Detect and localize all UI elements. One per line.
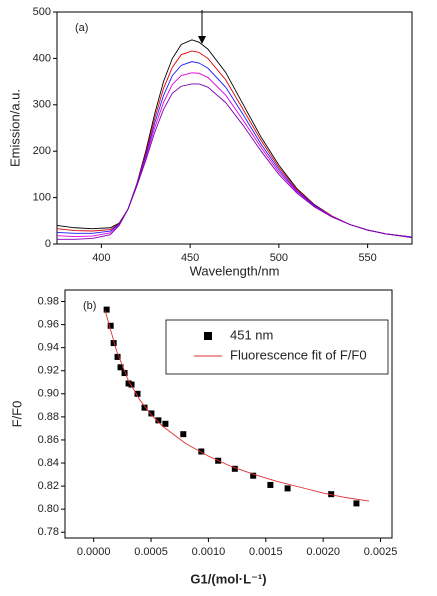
y-tick-label: 0.98 (38, 295, 59, 307)
data-point (162, 420, 169, 427)
panel-label: (a) (75, 22, 88, 34)
data-point (267, 481, 274, 488)
x-tick-label: 0.0000 (77, 546, 111, 558)
x-tick-label: 0.0015 (249, 546, 283, 558)
arrow-head (198, 36, 206, 44)
y-tick-label: 0.94 (38, 342, 59, 354)
data-point (231, 465, 238, 472)
plot-frame (64, 289, 393, 539)
y-tick-label: 0.82 (38, 480, 59, 492)
x-tick-label: 0.0025 (364, 546, 398, 558)
data-point (134, 390, 141, 397)
data-point (141, 404, 148, 411)
data-point (110, 340, 117, 347)
series-line (56, 72, 413, 238)
y-tick-label: 300 (33, 99, 51, 111)
y-tick-label: 0 (45, 238, 51, 250)
x-tick-label: 400 (92, 252, 110, 264)
data-point (107, 322, 114, 329)
y-axis-title: Emission/a.u. (7, 89, 22, 167)
data-point (103, 306, 110, 313)
data-point (114, 353, 121, 360)
y-tick-label: 100 (33, 192, 51, 204)
x-tick-label: 0.0010 (192, 546, 226, 558)
data-point (148, 410, 155, 417)
data-point (117, 364, 124, 371)
y-tick-label: 0.84 (38, 457, 59, 469)
y-tick-label: 0.86 (38, 434, 59, 446)
legend-symbol (204, 332, 212, 340)
y-tick-label: 0.92 (38, 365, 59, 377)
series-line (56, 39, 413, 238)
legend-label: Fluorescence fit of F/F0 (230, 347, 367, 362)
y-tick-label: 0.78 (38, 526, 59, 538)
y-tick-label: 0.80 (38, 503, 59, 515)
data-point (155, 417, 162, 424)
y-tick-label: 500 (33, 6, 51, 18)
series-line (56, 50, 413, 238)
y-tick-label: 0.90 (38, 388, 59, 400)
y-tick-label: 0.96 (38, 319, 59, 331)
data-point (180, 431, 187, 438)
x-tick-label: 500 (270, 252, 288, 264)
data-point (353, 500, 360, 507)
x-tick-label: 550 (358, 252, 376, 264)
y-tick-label: 400 (33, 52, 51, 64)
data-point (128, 381, 135, 388)
y-tick-label: 0.88 (38, 411, 59, 423)
data-point (250, 472, 257, 479)
data-point (198, 448, 205, 455)
x-axis-title: Wavelength/nm (190, 263, 280, 278)
x-tick-label: 0.0020 (306, 546, 340, 558)
x-tick-label: 450 (181, 252, 199, 264)
series-line (104, 310, 370, 502)
plot-frame (56, 11, 413, 245)
panel-label: (b) (83, 300, 96, 312)
y-tick-label: 200 (33, 145, 51, 157)
series-line (57, 83, 413, 240)
legend-label: 451 nm (230, 327, 273, 342)
x-tick-label: 0.0005 (134, 546, 168, 558)
data-point (284, 485, 291, 492)
legend-box (165, 319, 389, 375)
y-axis-title: F/F0 (9, 401, 24, 428)
x-axis-title: G1/(mol·L⁻¹) (190, 571, 266, 586)
data-point (121, 370, 128, 377)
